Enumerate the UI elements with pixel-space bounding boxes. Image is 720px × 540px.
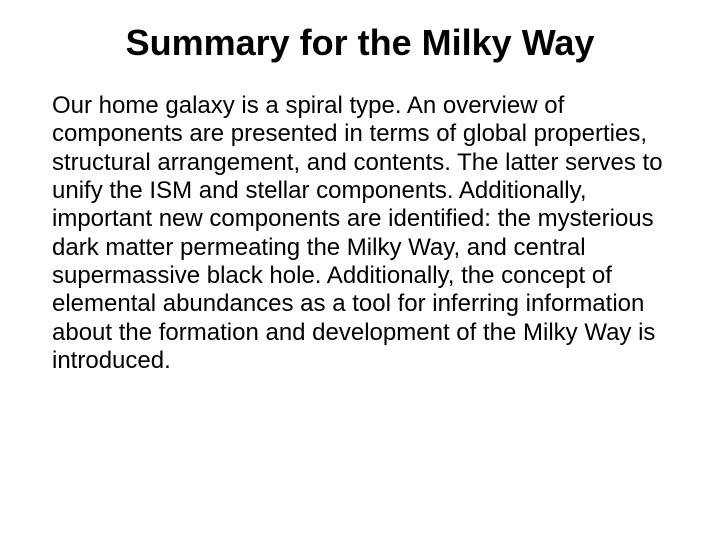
slide-title: Summary for the Milky Way — [48, 22, 672, 64]
slide-container: Summary for the Milky Way Our home galax… — [0, 0, 720, 540]
slide-body-text: Our home galaxy is a spiral type. An ove… — [48, 92, 672, 375]
